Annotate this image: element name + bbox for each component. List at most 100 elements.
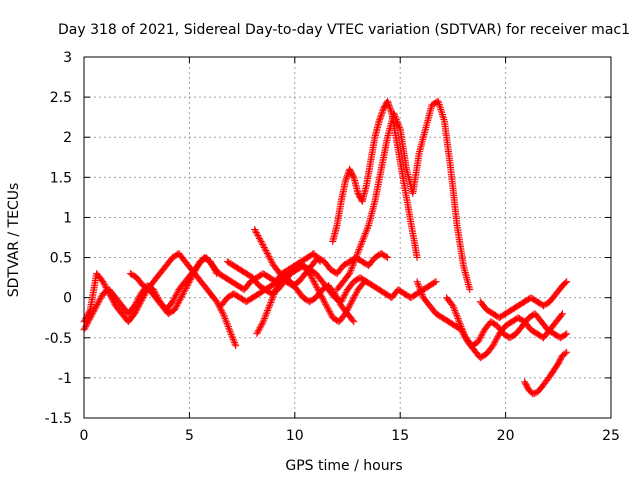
data-point (221, 315, 229, 322)
data-point (340, 292, 348, 300)
data-point (457, 321, 464, 329)
data-point (259, 318, 267, 326)
y-tick-label: -1.5 (45, 411, 72, 427)
series-group (476, 278, 571, 322)
data-point (253, 330, 261, 338)
data-point (272, 286, 280, 294)
data-point (354, 249, 362, 257)
data-point (351, 292, 359, 300)
y-tick-label: 1 (63, 210, 72, 226)
data-point (327, 311, 335, 319)
data-point (335, 297, 343, 305)
data-point (351, 255, 359, 263)
data-point (440, 116, 448, 123)
data-point (363, 226, 371, 234)
data-point (265, 253, 273, 261)
data-point (358, 238, 366, 245)
data-point (96, 296, 104, 304)
data-point (218, 308, 226, 316)
data-point (418, 291, 426, 298)
data-point (133, 297, 141, 305)
data-point (189, 271, 197, 279)
data-point (461, 332, 469, 340)
data-point (394, 119, 402, 127)
data-point (170, 295, 178, 303)
data-point (172, 303, 180, 311)
data-point (385, 102, 393, 110)
x-tick-label: 15 (391, 428, 409, 444)
data-point (332, 293, 340, 301)
data-point (319, 296, 327, 304)
data-point (174, 300, 182, 308)
data-point (182, 285, 190, 293)
data-point (345, 304, 353, 312)
data-point (254, 327, 262, 335)
x-tick-label: 10 (286, 428, 304, 444)
data-point (135, 293, 143, 301)
data-point (263, 308, 271, 316)
data-point (84, 318, 92, 326)
data-point (352, 254, 360, 262)
data-point (393, 117, 401, 125)
data-point (477, 333, 485, 341)
data-point (416, 286, 424, 294)
data-point (308, 275, 316, 283)
data-point (89, 309, 97, 317)
data-point (262, 310, 270, 318)
data-point (493, 334, 501, 342)
data-point (558, 311, 565, 319)
y-axis-label: SDTVAR / TECUs (6, 183, 22, 298)
data-point (194, 262, 202, 270)
data-point (359, 279, 367, 287)
data-point (491, 337, 499, 345)
data-point (177, 294, 185, 302)
data-point (266, 302, 273, 310)
data-point (491, 339, 498, 347)
data-point (260, 244, 268, 251)
data-point (180, 288, 188, 296)
data-point (363, 225, 371, 233)
data-point (307, 273, 315, 281)
data-point (346, 270, 354, 278)
plot-frame (83, 56, 612, 419)
data-point (86, 314, 94, 322)
data-point (83, 320, 91, 328)
data-point (356, 244, 364, 252)
data-point (254, 328, 262, 336)
data-point (171, 304, 179, 312)
data-point (314, 285, 322, 293)
data-point (360, 278, 368, 286)
data-point (391, 111, 398, 119)
data-point (436, 102, 444, 110)
data-point (309, 276, 317, 284)
data-point (307, 272, 315, 280)
data-point (331, 290, 339, 298)
data-point (227, 329, 235, 337)
data-point (223, 319, 231, 327)
data-point (229, 335, 237, 343)
data-point (360, 233, 368, 241)
y-tick-label: 0 (63, 291, 72, 307)
data-point (85, 317, 93, 325)
data-point (476, 335, 484, 343)
data-point (312, 282, 320, 290)
data-point (94, 299, 102, 307)
data-point (384, 254, 392, 262)
data-point (212, 296, 220, 304)
data-point (332, 291, 340, 299)
data-point (101, 281, 109, 289)
data-point (190, 268, 198, 276)
data-point (264, 251, 272, 259)
data-point (131, 300, 139, 308)
data-point (357, 241, 365, 249)
data-point (91, 305, 99, 313)
y-tick-label: 1.5 (50, 170, 72, 186)
series-group (443, 294, 571, 350)
data-point (259, 241, 267, 248)
data-point (173, 301, 181, 309)
data-point (417, 287, 425, 295)
data-point (173, 289, 181, 297)
data-point (93, 300, 101, 308)
data-point (252, 229, 260, 236)
data-point (184, 280, 192, 288)
